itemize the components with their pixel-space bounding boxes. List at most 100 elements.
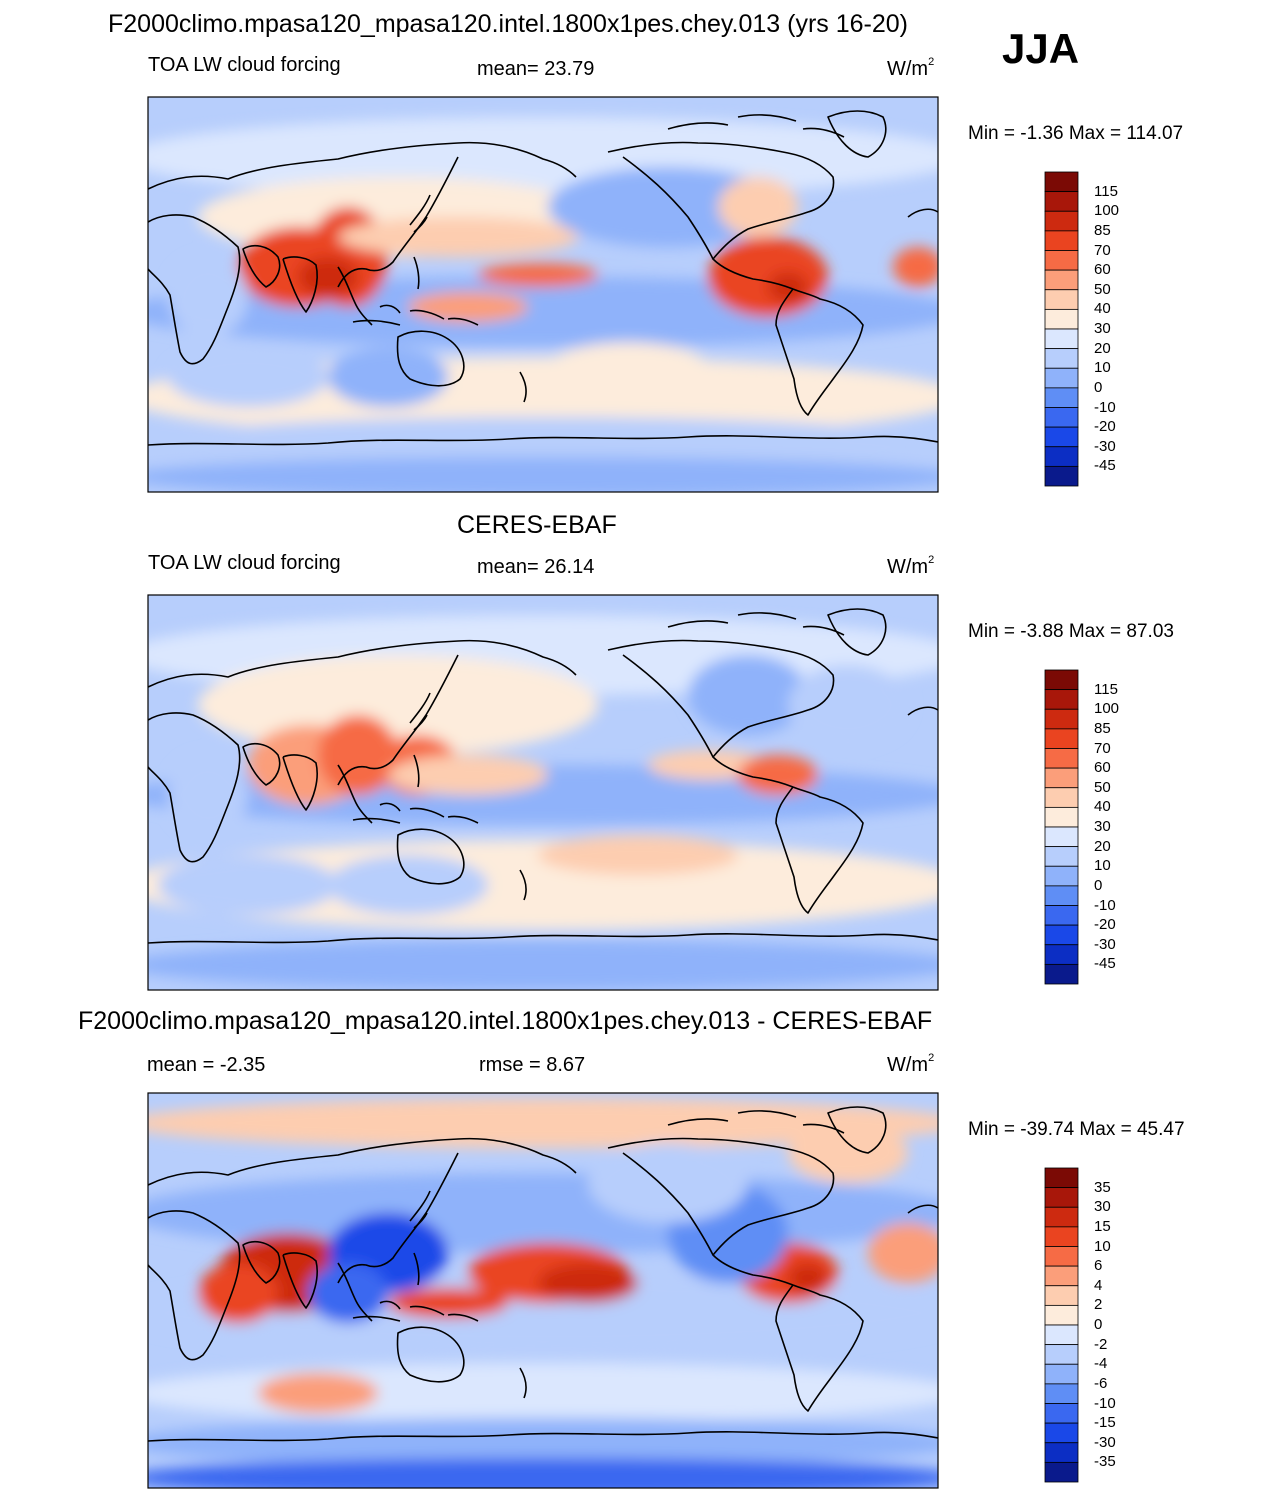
colorbar-box xyxy=(1044,191,1079,212)
panel2-variable-label: TOA LW cloud forcing xyxy=(148,552,341,574)
colorbar-label: 20 xyxy=(1094,837,1111,855)
contour-region xyxy=(318,715,398,795)
colorbar-label: -15 xyxy=(1094,1414,1116,1432)
panel1-mean: mean= 23.79 xyxy=(477,58,595,80)
colorbar-label: 10 xyxy=(1094,857,1111,875)
colorbar-label: 60 xyxy=(1094,261,1111,279)
contour-region xyxy=(148,1363,938,1423)
colorbar-box xyxy=(1044,1206,1079,1228)
colorbar-box xyxy=(1044,708,1079,730)
contour-region xyxy=(788,665,908,745)
map-panel-2 xyxy=(148,595,938,990)
colorbar-box xyxy=(1044,1167,1079,1189)
contour-region xyxy=(258,1373,378,1413)
colorbar-box xyxy=(1044,328,1079,350)
map-panel-3 xyxy=(148,1093,938,1488)
colorbar-label: -4 xyxy=(1094,1355,1108,1373)
colorbar-box xyxy=(1044,1265,1079,1287)
colorbar-label: 30 xyxy=(1094,818,1111,835)
colorbar-box xyxy=(1044,210,1079,232)
colorbar-label: 70 xyxy=(1094,739,1111,757)
panel1-minmax: Min = -1.36 Max = 114.07 xyxy=(968,123,1184,144)
colorbar-label: 70 xyxy=(1094,241,1111,259)
colorbar-box xyxy=(1044,669,1079,691)
colorbar-box xyxy=(1044,289,1079,310)
contour-region xyxy=(198,1263,278,1323)
colorbar-box xyxy=(1044,446,1079,467)
contour-region xyxy=(168,347,328,407)
colorbar-label: 35 xyxy=(1094,1178,1111,1196)
map-frame xyxy=(147,1092,939,1489)
colorbar-label: -35 xyxy=(1094,1453,1116,1471)
contour-region xyxy=(168,755,248,835)
colorbar-1 xyxy=(1044,171,1079,487)
contour-region xyxy=(148,457,938,492)
panel1-units: W/m2 xyxy=(887,56,935,80)
panel2-title: CERES-EBAF xyxy=(457,511,617,539)
colorbar-label: -45 xyxy=(1094,955,1116,973)
colorbar-box xyxy=(1044,846,1079,867)
colorbar-label: 100 xyxy=(1094,700,1120,718)
colorbar-label: -20 xyxy=(1094,418,1116,436)
colorbar-label: 100 xyxy=(1094,202,1120,220)
colorbar-label: 60 xyxy=(1094,759,1111,777)
contour-region xyxy=(708,237,828,317)
colorbar-box xyxy=(1044,230,1079,251)
colorbar-box xyxy=(1044,787,1079,808)
colorbar-box xyxy=(1044,367,1079,389)
colorbar-box xyxy=(1044,1187,1079,1208)
colorbar-box xyxy=(1044,806,1079,828)
colorbar-label: 0 xyxy=(1094,1316,1103,1333)
panel2-units: W/m2 xyxy=(887,554,935,578)
panel3-mean: mean = -2.35 xyxy=(147,1054,266,1076)
contour-region xyxy=(738,755,818,795)
contour-region xyxy=(588,1143,748,1223)
contour-region xyxy=(148,1418,938,1468)
map-frame xyxy=(147,96,939,493)
panel1-variable-label: TOA LW cloud forcing xyxy=(148,54,341,76)
contour-region xyxy=(388,755,548,795)
panel2-mean: mean= 26.14 xyxy=(477,556,595,578)
colorbar-box xyxy=(1044,407,1079,428)
colorbar-label: 6 xyxy=(1094,1257,1103,1275)
colorbar-label: 50 xyxy=(1094,778,1111,796)
colorbar-box xyxy=(1044,171,1079,193)
colorbar-label: -20 xyxy=(1094,916,1116,934)
panel3-title: F2000climo.mpasa120_mpasa120.intel.1800x… xyxy=(78,1007,933,1035)
colorbar-box xyxy=(1044,905,1079,926)
colorbar-box xyxy=(1044,865,1079,887)
contour-region xyxy=(548,167,788,247)
contour-region xyxy=(688,655,808,735)
panel3-rmse: rmse = 8.67 xyxy=(479,1054,586,1076)
colorbar-label: 0 xyxy=(1094,876,1103,894)
colorbar-box xyxy=(1044,728,1079,749)
colorbar-label: 10 xyxy=(1094,1237,1111,1255)
contour-region xyxy=(338,217,578,257)
colorbar-box xyxy=(1044,748,1079,769)
panel2-minmax: Min = -3.88 Max = 87.03 xyxy=(968,621,1174,642)
colorbar-box xyxy=(1044,944,1079,965)
colorbar-label: 115 xyxy=(1094,182,1118,200)
contour-region xyxy=(158,855,338,915)
colorbar-box xyxy=(1044,308,1079,330)
contour-region xyxy=(388,1288,508,1318)
contour-region xyxy=(408,292,528,322)
panel3-units: W/m2 xyxy=(887,1052,935,1076)
colorbar-box xyxy=(1044,250,1079,271)
colorbar-label: -45 xyxy=(1094,457,1116,475)
colorbar-box xyxy=(1044,348,1079,369)
colorbar-label: -10 xyxy=(1094,1394,1116,1412)
contour-region xyxy=(718,177,798,237)
colorbar-label: 115 xyxy=(1094,680,1118,698)
map-panel-1 xyxy=(148,97,938,492)
colorbar-label: 2 xyxy=(1094,1296,1103,1314)
colorbar-label: -30 xyxy=(1094,1433,1116,1451)
colorbar-2 xyxy=(1044,669,1079,985)
colorbar-box xyxy=(1044,269,1079,291)
contour-region xyxy=(328,347,448,407)
colorbar-box xyxy=(1044,767,1079,789)
colorbar-label: -2 xyxy=(1094,1335,1108,1353)
colorbar-box xyxy=(1044,1403,1079,1424)
map-frame xyxy=(147,594,939,991)
